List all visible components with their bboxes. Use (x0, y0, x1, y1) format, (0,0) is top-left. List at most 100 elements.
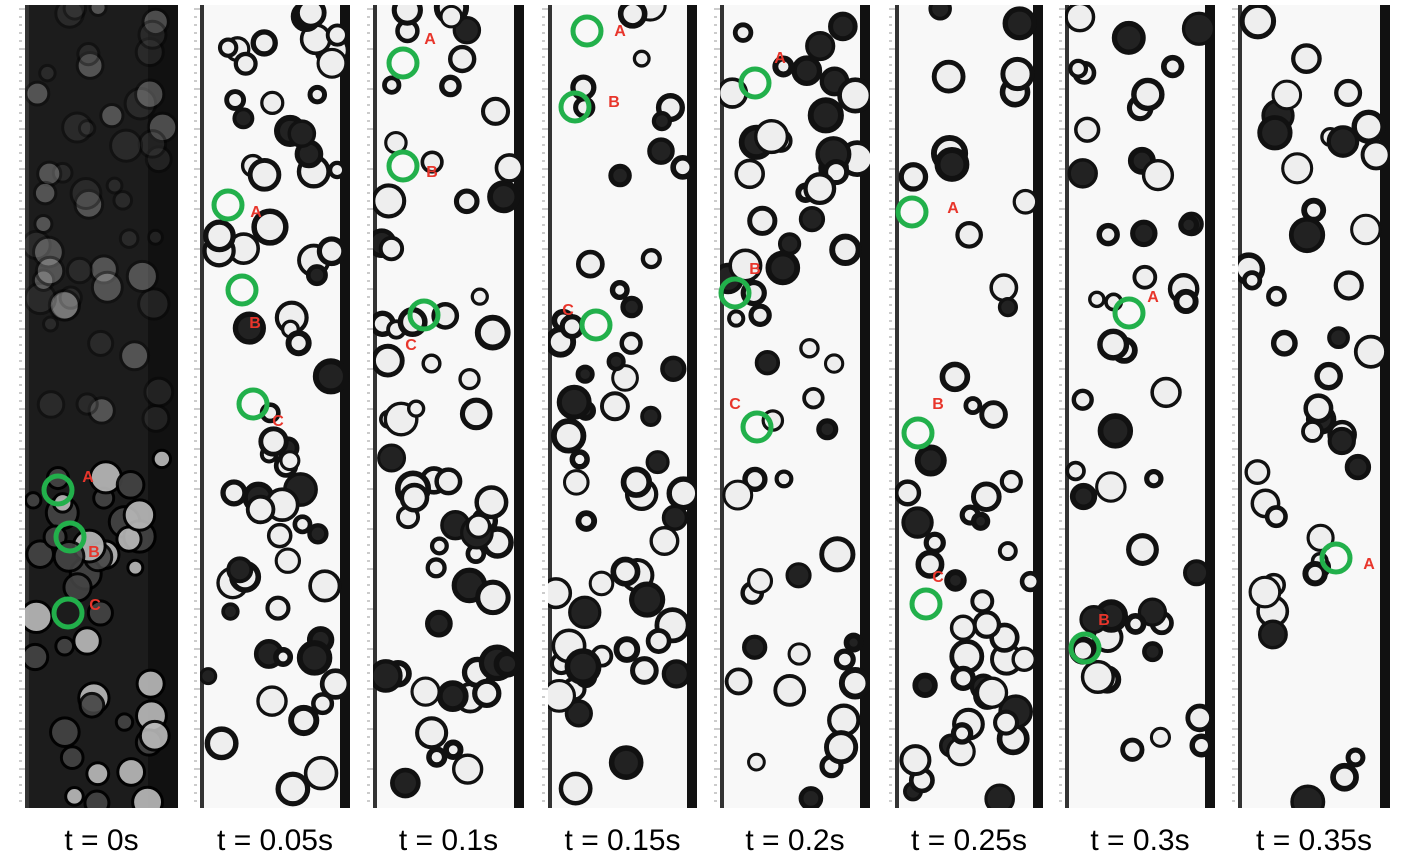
bubble (1097, 328, 1130, 361)
panel (542, 5, 697, 808)
panel (889, 5, 1043, 808)
bubble (1264, 505, 1288, 529)
bubble (1095, 471, 1127, 503)
bubble (1181, 11, 1215, 46)
bubble (575, 249, 605, 279)
marker-label: B (749, 261, 761, 278)
marker-label: A (1147, 289, 1159, 306)
panel (1059, 5, 1215, 808)
bubble (307, 523, 329, 545)
bubble (134, 78, 166, 110)
bubble (799, 337, 820, 359)
bubble (116, 757, 147, 787)
marker-label: C (729, 396, 741, 413)
bubble (86, 599, 114, 627)
bubble (451, 753, 484, 785)
bubble (135, 668, 166, 699)
wall (1380, 5, 1390, 808)
bubble (1120, 737, 1145, 762)
bubble (382, 75, 402, 95)
bubble (732, 22, 754, 43)
bubble (1065, 460, 1086, 482)
bubble (33, 213, 54, 235)
bubble (295, 5, 327, 29)
bubble (649, 526, 680, 556)
bubble (443, 739, 464, 760)
bubble (203, 219, 236, 253)
bubble (415, 716, 449, 750)
bubble (1241, 270, 1263, 291)
bubble (426, 746, 448, 768)
marker-label: A (947, 200, 959, 217)
bubble (292, 514, 313, 535)
bubble (266, 522, 293, 549)
marker-circle (1319, 541, 1353, 575)
bubble (1183, 559, 1210, 587)
bubble (1069, 482, 1098, 511)
bubble (1244, 459, 1271, 486)
bubble (316, 236, 347, 267)
bubble (459, 397, 493, 431)
bubble (619, 331, 643, 355)
marker-circle (1068, 631, 1102, 665)
marker-label: B (1098, 612, 1110, 629)
bubble (493, 650, 521, 678)
bubble (316, 47, 348, 79)
bubble (666, 476, 697, 511)
bubble (421, 353, 442, 374)
bubble (1306, 523, 1335, 552)
bubble (319, 668, 350, 700)
bubble (274, 547, 302, 574)
bubble (146, 111, 178, 144)
marker-circle (386, 149, 420, 183)
bubble (1350, 213, 1382, 246)
bubble (303, 755, 339, 791)
bubble (87, 396, 116, 425)
bubble (824, 730, 859, 765)
bubble (137, 287, 171, 321)
bubble (391, 5, 423, 26)
bubble (562, 469, 590, 496)
bubble (950, 722, 974, 745)
wall (373, 5, 377, 808)
bubble (803, 172, 837, 206)
bubble (640, 405, 662, 427)
bubble (1149, 726, 1171, 748)
bubble (1271, 79, 1303, 111)
marker-circle (901, 416, 935, 450)
bubble (75, 51, 105, 80)
time-label: t = 0.35s (1256, 824, 1372, 857)
bubble (32, 180, 58, 206)
bubble (78, 691, 106, 719)
bubble (1330, 762, 1359, 792)
time-label: t = 0.25s (911, 824, 1027, 857)
bubble (1351, 109, 1386, 144)
bubble (69, 177, 103, 210)
bubbles (25, 5, 178, 808)
bubble (975, 676, 1009, 709)
bubble (734, 158, 765, 190)
panel (714, 5, 870, 808)
bubble (1144, 468, 1164, 489)
bubble (773, 674, 807, 707)
bubble (42, 315, 60, 333)
bubble (49, 716, 81, 748)
bubble (823, 353, 845, 374)
bubble (984, 783, 1015, 808)
bubble (472, 678, 502, 709)
bubbles (373, 5, 524, 808)
bubble (141, 403, 171, 433)
wall (1238, 5, 1242, 808)
bubble (610, 556, 641, 587)
bubble (1290, 784, 1326, 808)
bubble (1185, 703, 1214, 733)
bubble (1173, 288, 1199, 315)
bubble (224, 89, 247, 111)
bubble (25, 642, 50, 672)
bubble (474, 485, 509, 520)
bubble (828, 11, 858, 42)
bubble (599, 391, 630, 422)
bubble (620, 466, 653, 498)
bubble (1178, 214, 1200, 236)
